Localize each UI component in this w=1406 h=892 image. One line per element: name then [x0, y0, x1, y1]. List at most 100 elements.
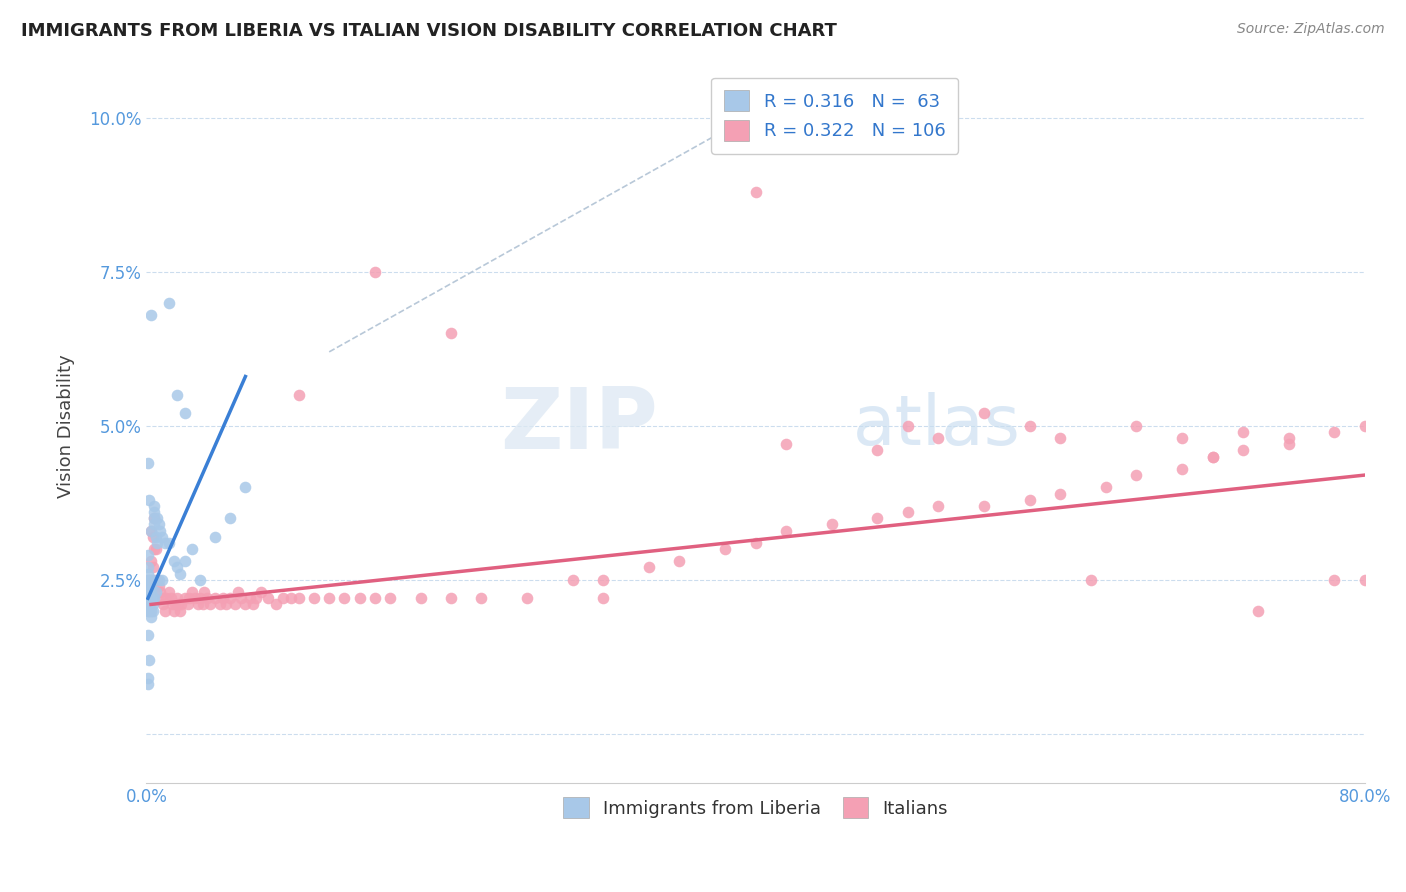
Point: [280, 591, 302, 606]
Point: [181, 585, 204, 599]
Point: [150, 530, 173, 544]
Point: [176, 598, 198, 612]
Point: [188, 573, 211, 587]
Point: [1201, 450, 1223, 464]
Point: [166, 591, 188, 606]
Point: [149, 524, 172, 538]
Point: [165, 598, 187, 612]
Point: [1278, 431, 1301, 445]
Point: [1095, 480, 1118, 494]
Point: [173, 554, 195, 568]
Point: [150, 591, 173, 606]
Point: [136, 671, 159, 685]
Point: [714, 541, 737, 556]
Point: [139, 609, 162, 624]
Point: [143, 517, 166, 532]
Point: [139, 591, 162, 606]
Point: [302, 591, 325, 606]
Point: [139, 524, 162, 538]
Point: [264, 598, 287, 612]
Point: [138, 604, 160, 618]
Point: [136, 604, 159, 618]
Point: [592, 591, 614, 606]
Point: [200, 598, 222, 612]
Point: [184, 591, 207, 606]
Point: [211, 591, 233, 606]
Point: [152, 598, 174, 612]
Point: [143, 511, 166, 525]
Text: ZIP: ZIP: [501, 384, 658, 467]
Point: [136, 566, 159, 581]
Point: [193, 585, 215, 599]
Point: [153, 604, 176, 618]
Point: [1018, 418, 1040, 433]
Point: [146, 536, 169, 550]
Point: [775, 437, 797, 451]
Point: [167, 598, 190, 612]
Point: [239, 591, 262, 606]
Point: [150, 573, 173, 587]
Point: [333, 591, 356, 606]
Point: [138, 579, 160, 593]
Point: [139, 579, 162, 593]
Y-axis label: Vision Disability: Vision Disability: [58, 354, 75, 498]
Point: [440, 326, 463, 341]
Point: [149, 585, 172, 599]
Point: [1171, 462, 1194, 476]
Point: [136, 548, 159, 562]
Text: IMMIGRANTS FROM LIBERIA VS ITALIAN VISION DISABILITY CORRELATION CHART: IMMIGRANTS FROM LIBERIA VS ITALIAN VISIO…: [21, 22, 837, 40]
Point: [138, 591, 160, 606]
Point: [148, 573, 170, 587]
Point: [138, 598, 160, 612]
Point: [1171, 431, 1194, 445]
Point: [668, 554, 690, 568]
Point: [927, 431, 949, 445]
Point: [143, 573, 166, 587]
Point: [318, 591, 340, 606]
Point: [163, 604, 186, 618]
Point: [973, 407, 995, 421]
Point: [157, 536, 180, 550]
Point: [136, 573, 159, 587]
Point: [162, 598, 184, 612]
Point: [364, 591, 387, 606]
Point: [139, 524, 162, 538]
Point: [1049, 431, 1071, 445]
Point: [138, 579, 160, 593]
Point: [1323, 573, 1346, 587]
Point: [1232, 443, 1254, 458]
Point: [1323, 425, 1346, 439]
Point: [141, 573, 163, 587]
Point: [897, 418, 920, 433]
Point: [1125, 418, 1147, 433]
Point: [139, 585, 162, 599]
Point: [516, 591, 538, 606]
Point: [470, 591, 492, 606]
Point: [287, 388, 309, 402]
Point: [866, 443, 889, 458]
Point: [139, 308, 162, 322]
Point: [146, 573, 169, 587]
Point: [157, 585, 180, 599]
Point: [166, 388, 188, 402]
Point: [927, 499, 949, 513]
Point: [145, 530, 167, 544]
Point: [378, 591, 401, 606]
Point: [1278, 437, 1301, 451]
Point: [153, 536, 176, 550]
Point: [973, 499, 995, 513]
Point: [1232, 425, 1254, 439]
Point: [136, 591, 159, 606]
Point: [561, 573, 583, 587]
Point: [235, 598, 257, 612]
Point: [744, 185, 766, 199]
Point: [1049, 486, 1071, 500]
Point: [143, 511, 166, 525]
Point: [173, 591, 195, 606]
Point: [204, 530, 226, 544]
Point: [214, 598, 236, 612]
Point: [229, 591, 252, 606]
Point: [138, 573, 160, 587]
Point: [138, 653, 160, 667]
Point: [775, 524, 797, 538]
